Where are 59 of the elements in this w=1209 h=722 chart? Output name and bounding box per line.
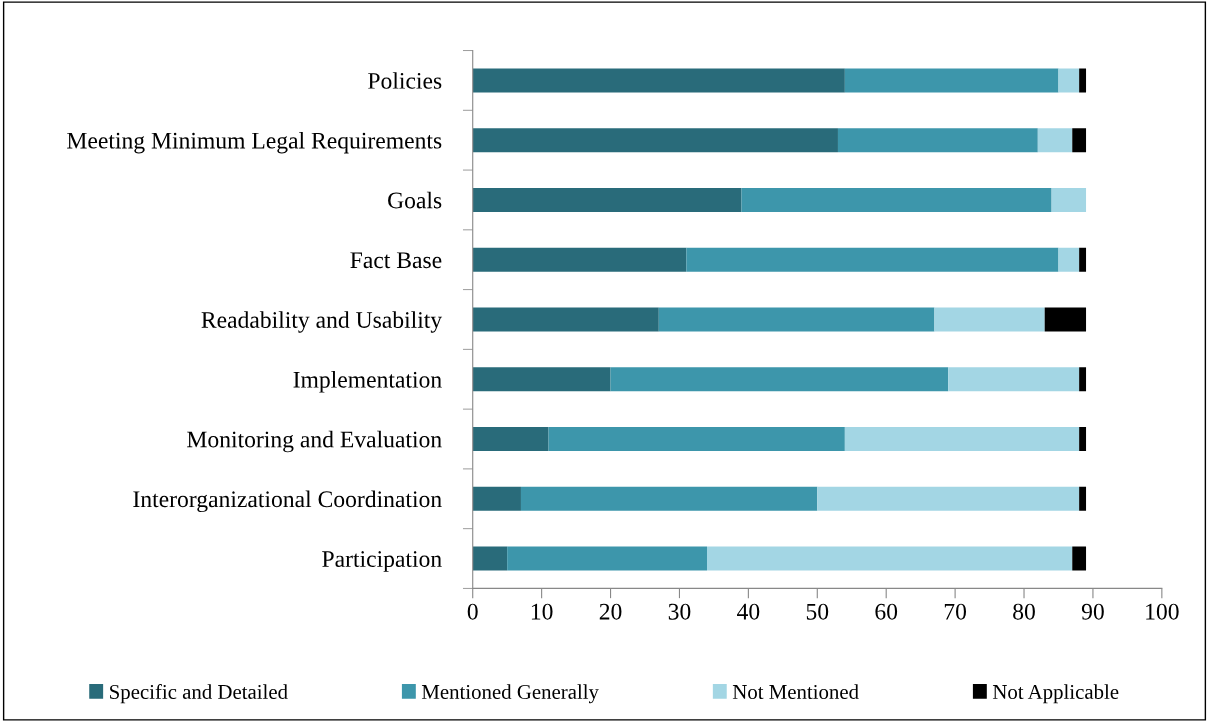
x-tick-label: 80: [1013, 603, 1035, 620]
bar: [610, 367, 949, 392]
x-tick-label: 100: [1146, 603, 1179, 620]
legend-label: Specific and Detailed: [110, 684, 288, 704]
bar: [1079, 367, 1087, 392]
bar: [707, 546, 1073, 571]
bar: [1072, 546, 1087, 571]
bar: [934, 307, 1045, 332]
bar: [472, 367, 611, 392]
bar: [948, 367, 1080, 392]
bar: [507, 546, 708, 571]
x-tick-label: 90: [1081, 603, 1104, 620]
x-tick-label: 0: [467, 603, 478, 620]
y-tick-label: Meeting Minimum Legal Requirements: [67, 132, 442, 154]
bar: [1044, 307, 1087, 332]
bar: [658, 307, 935, 332]
bar: [1079, 247, 1087, 272]
y-tick-label: Fact Base: [350, 252, 442, 269]
bar: [1037, 128, 1073, 153]
bar: [1058, 68, 1080, 93]
legend-label: Not Applicable: [992, 684, 1119, 704]
x-tick-label: 10: [531, 603, 553, 620]
bar: [686, 247, 1059, 272]
bar: [472, 486, 521, 511]
bar: [1079, 68, 1087, 93]
bar: [1079, 427, 1087, 451]
y-tick-label: Goals: [388, 191, 442, 209]
bar: [741, 188, 1052, 212]
legend-label: Mentioned Generally: [421, 684, 599, 704]
x-tick-label: 40: [737, 603, 760, 620]
x-tick-label: 50: [806, 603, 829, 620]
x-tick-label: 30: [668, 603, 691, 620]
y-tick-label: Implementation: [293, 371, 442, 393]
bar: [472, 68, 845, 93]
bar: [837, 128, 1038, 153]
bar: [472, 546, 508, 571]
y-tick-label: Monitoring and Evaluation: [187, 430, 442, 453]
bar: [548, 427, 845, 451]
y-tick-label: Policies: [368, 72, 442, 89]
bar: [472, 427, 549, 451]
x-tick-label: 70: [944, 603, 967, 620]
y-tick-label: Interorganizational Coordination: [133, 490, 442, 513]
bar: [844, 68, 1059, 93]
bar: [520, 486, 818, 511]
x-tick-label: 60: [875, 603, 898, 620]
bar: [1051, 188, 1087, 212]
bar: [1072, 128, 1087, 153]
bar: [472, 128, 838, 153]
bar: [472, 188, 742, 212]
y-tick-label: Participation: [322, 551, 442, 572]
bar: [1058, 247, 1080, 272]
x-tick-label: 20: [599, 603, 622, 620]
legend-label: Not Mentioned: [732, 684, 859, 699]
bar: [472, 307, 659, 332]
bar: [817, 486, 1080, 511]
y-tick-label: Readability and Usability: [201, 311, 443, 333]
bar: [844, 427, 1080, 451]
bar: [472, 247, 687, 272]
bar: [1079, 486, 1087, 511]
